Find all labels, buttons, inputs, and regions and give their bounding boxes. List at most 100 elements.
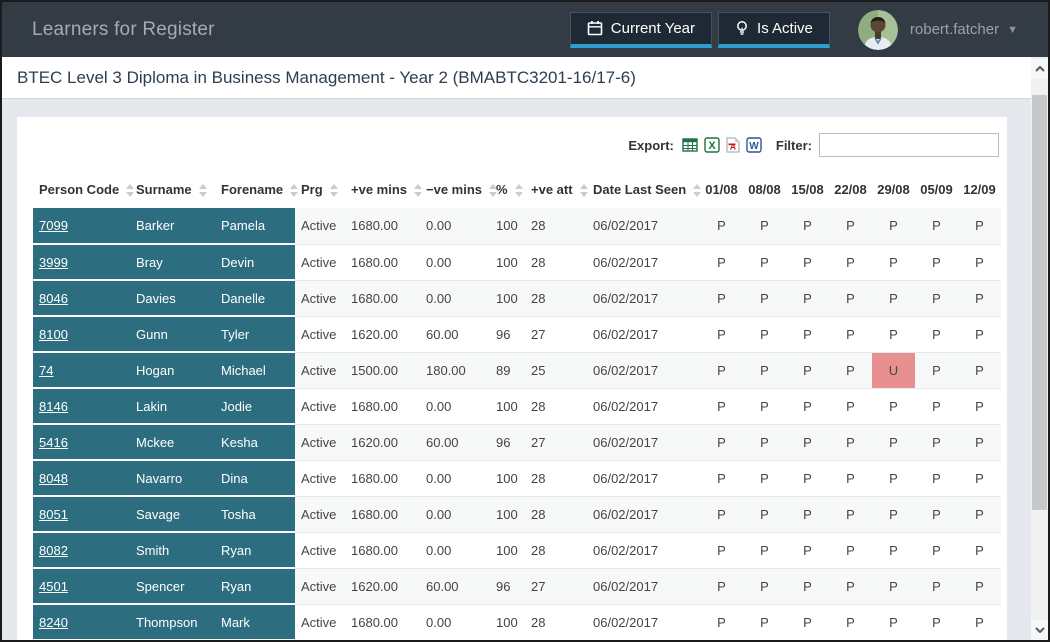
percent-cell: 100 bbox=[490, 208, 525, 245]
attendance-mark-cell: P bbox=[915, 244, 958, 281]
user-avatar[interactable] bbox=[857, 9, 898, 50]
column-label: Surname bbox=[136, 182, 192, 198]
attendance-mark-cell: P bbox=[872, 208, 915, 245]
person-code-cell: 74 bbox=[33, 352, 130, 389]
positive-att-cell: 27 bbox=[525, 568, 587, 605]
page-title-bar: BTEC Level 3 Diploma in Business Managem… bbox=[2, 57, 1031, 99]
column-header-minusve-mins[interactable]: −ve mins bbox=[420, 171, 498, 208]
person-code-cell: 8082 bbox=[33, 532, 130, 569]
surname-cell: Thompson bbox=[130, 604, 215, 640]
person-code-link[interactable]: 8082 bbox=[39, 542, 68, 558]
attendance-mark-cell: P bbox=[958, 388, 1001, 425]
attendance-mark-cell: P bbox=[700, 460, 743, 497]
negative-mins-cell: 0.00 bbox=[420, 208, 490, 245]
forename-cell: Michael bbox=[215, 352, 295, 389]
table-header-row: Person Code Surname Forename Prg +ve mins −ve… bbox=[33, 171, 1001, 208]
person-code-link[interactable]: 8046 bbox=[39, 290, 68, 306]
learners-table: Person Code Surname Forename Prg +ve mins −ve… bbox=[33, 171, 1001, 640]
export-csv-icon[interactable] bbox=[682, 137, 698, 153]
attendance-mark-cell: P bbox=[829, 604, 872, 640]
person-code-cell: 8048 bbox=[33, 460, 130, 497]
attendance-mark-cell: P bbox=[743, 280, 786, 317]
attendance-mark-cell: P bbox=[872, 388, 915, 425]
sort-icon bbox=[579, 183, 588, 197]
person-code-cell: 8100 bbox=[33, 316, 130, 353]
column-header-prg[interactable]: Prg bbox=[295, 171, 345, 208]
column-label: 08/08 bbox=[748, 182, 781, 198]
forename-cell: Tosha bbox=[215, 496, 295, 533]
current-year-button[interactable]: Current Year bbox=[569, 11, 713, 48]
date-last-seen-cell: 06/02/2017 bbox=[587, 244, 700, 281]
scrollbar-thumb[interactable] bbox=[1032, 95, 1047, 510]
person-code-link[interactable]: 8100 bbox=[39, 326, 68, 342]
attendance-mark-cell: P bbox=[872, 532, 915, 569]
negative-mins-cell: 0.00 bbox=[420, 460, 490, 497]
column-label: Prg bbox=[301, 182, 323, 198]
person-code-link[interactable]: 5416 bbox=[39, 434, 68, 450]
prg-cell: Active bbox=[295, 532, 345, 569]
column-header-surname[interactable]: Surname bbox=[130, 171, 215, 208]
person-code-link[interactable]: 8048 bbox=[39, 470, 68, 486]
positive-att-cell: 25 bbox=[525, 352, 587, 389]
export-excel-icon[interactable]: X bbox=[704, 137, 720, 153]
forename-cell: Kesha bbox=[215, 424, 295, 461]
positive-mins-cell: 1620.00 bbox=[345, 424, 420, 461]
column-header-person-code[interactable]: Person Code bbox=[33, 171, 135, 208]
positive-mins-cell: 1680.00 bbox=[345, 532, 420, 569]
lightbulb-icon bbox=[735, 20, 749, 36]
attendance-mark-cell: P bbox=[915, 388, 958, 425]
export-toolbar: Export: X A W Filter: bbox=[628, 133, 999, 157]
person-code-link[interactable]: 74 bbox=[39, 362, 54, 378]
column-header-29-08: 29/08 bbox=[872, 171, 915, 208]
user-menu[interactable]: robert.fatcher ▼ bbox=[910, 21, 1018, 38]
attendance-mark-cell: P bbox=[743, 352, 786, 389]
export-pdf-icon[interactable]: A bbox=[726, 137, 740, 153]
date-last-seen-cell: 06/02/2017 bbox=[587, 460, 700, 497]
scroll-down-button[interactable] bbox=[1031, 620, 1048, 640]
positive-mins-cell: 1680.00 bbox=[345, 208, 420, 245]
date-last-seen-cell: 06/02/2017 bbox=[587, 208, 700, 245]
column-header-date-last-seen[interactable]: Date Last Seen bbox=[587, 171, 702, 208]
column-label: Forename bbox=[221, 182, 284, 198]
forename-cell: Ryan bbox=[215, 568, 295, 605]
column-header-[interactable]: % bbox=[490, 171, 525, 208]
top-header: Learners for Register Current Year Is Ac… bbox=[2, 2, 1048, 57]
person-code-link[interactable]: 3999 bbox=[39, 254, 68, 270]
vertical-scrollbar[interactable] bbox=[1031, 57, 1048, 640]
column-header-plusve-att[interactable]: +ve att bbox=[525, 171, 588, 208]
positive-mins-cell: 1680.00 bbox=[345, 244, 420, 281]
negative-mins-cell: 0.00 bbox=[420, 532, 490, 569]
export-word-icon[interactable]: W bbox=[746, 137, 762, 153]
attendance-mark-cell: P bbox=[786, 388, 829, 425]
attendance-mark-cell: P bbox=[743, 496, 786, 533]
column-header-forename[interactable]: Forename bbox=[215, 171, 299, 208]
prg-cell: Active bbox=[295, 568, 345, 605]
column-header-plusve-mins[interactable]: +ve mins bbox=[345, 171, 423, 208]
person-code-link[interactable]: 8051 bbox=[39, 506, 68, 522]
attendance-mark-cell: P bbox=[700, 604, 743, 640]
person-code-link[interactable]: 8146 bbox=[39, 398, 68, 414]
scroll-up-button[interactable] bbox=[1031, 59, 1048, 79]
forename-cell: Dina bbox=[215, 460, 295, 497]
sort-icon bbox=[414, 183, 423, 197]
date-last-seen-cell: 06/02/2017 bbox=[587, 568, 700, 605]
is-active-button[interactable]: Is Active bbox=[718, 11, 830, 48]
attendance-mark-cell: P bbox=[700, 316, 743, 353]
positive-att-cell: 28 bbox=[525, 280, 587, 317]
sort-icon bbox=[198, 183, 207, 197]
filter-input[interactable] bbox=[819, 133, 999, 157]
positive-mins-cell: 1680.00 bbox=[345, 388, 420, 425]
negative-mins-cell: 60.00 bbox=[420, 424, 490, 461]
svg-text:X: X bbox=[708, 140, 716, 152]
percent-cell: 100 bbox=[490, 244, 525, 281]
svg-text:A: A bbox=[730, 142, 736, 152]
person-code-link[interactable]: 4501 bbox=[39, 578, 68, 594]
person-code-link[interactable]: 8240 bbox=[39, 614, 68, 630]
date-last-seen-cell: 06/02/2017 bbox=[587, 532, 700, 569]
person-code-cell: 8051 bbox=[33, 496, 130, 533]
person-code-link[interactable]: 7099 bbox=[39, 218, 68, 233]
surname-cell: Bray bbox=[130, 244, 215, 281]
forename-cell: Ryan bbox=[215, 532, 295, 569]
date-last-seen-cell: 06/02/2017 bbox=[587, 496, 700, 533]
attendance-mark-cell: P bbox=[700, 280, 743, 317]
